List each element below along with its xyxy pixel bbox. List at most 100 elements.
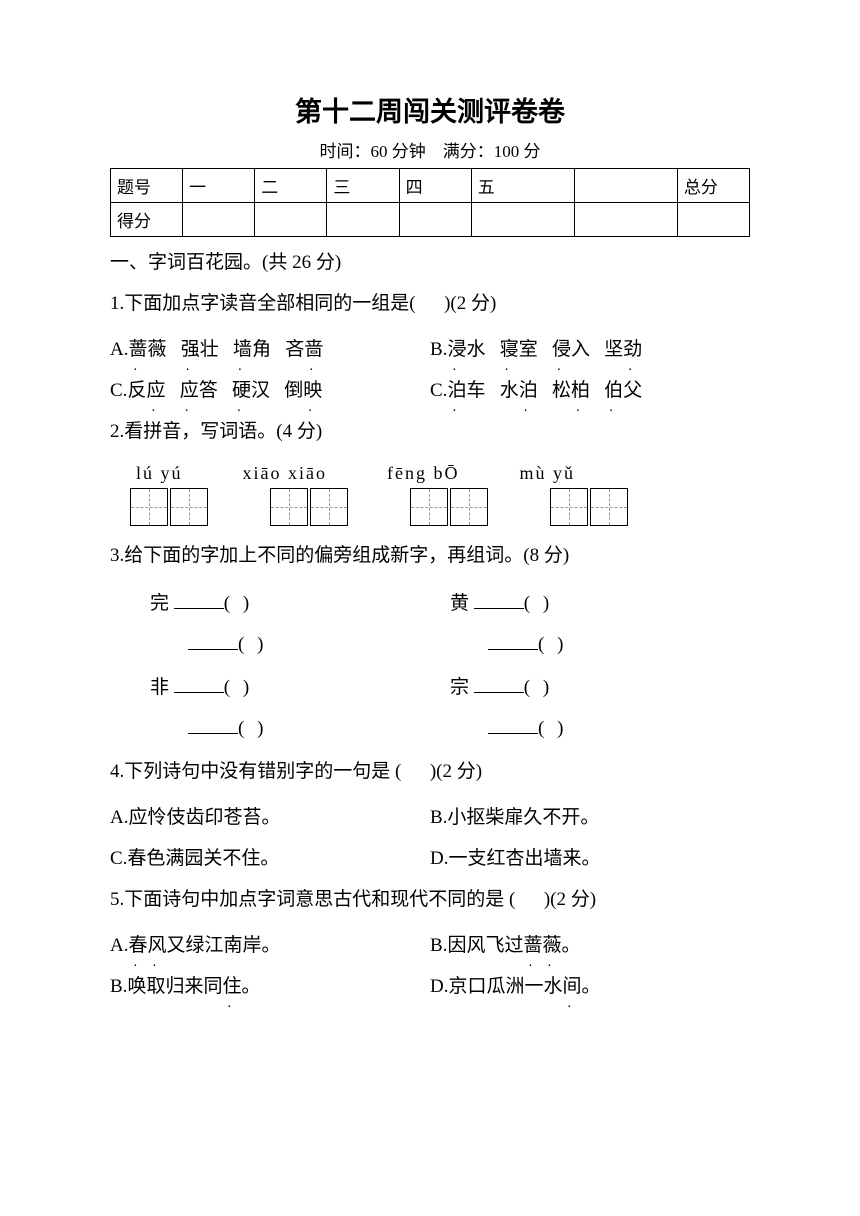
page-title: 第十二周闯关测评卷卷 (110, 90, 750, 129)
dotted-char: 劲 (623, 334, 642, 361)
paren-input[interactable]: ( ) (538, 718, 567, 739)
q3-char-2: 黄 (450, 593, 469, 614)
opt-prefix: A. (110, 339, 128, 360)
q1-options: A.蔷薇 强壮 墙角 吝啬 B.浸水 寝室 侵入 坚劲 C.反应 应答 硬汉 倒… (110, 334, 750, 402)
dotted-char: 应 (146, 375, 165, 402)
paren-input[interactable]: ( ) (524, 677, 553, 698)
char: 松 (552, 380, 571, 401)
dotted-char: 墙 (233, 334, 252, 361)
char-box[interactable] (310, 488, 348, 526)
score-table: 题号 一 二 三 四 五 总分 得分 (110, 168, 750, 237)
paren-input[interactable]: ( ) (238, 718, 267, 739)
py-1: lú yú (136, 463, 183, 484)
char: 水 (466, 339, 485, 360)
py-3: fēng bŌ (387, 463, 459, 484)
q4-options: A.应怜伎齿印苍苔。 B.小抠柴扉久不开。 C.春色满园关不住。 D.一支红杏出… (110, 802, 750, 870)
th-4: 四 (399, 169, 471, 203)
text: 。 (241, 976, 260, 997)
q1-stem: 1.下面加点字读音全部相同的一组是( )(2 分) (110, 288, 750, 320)
opt-prefix: B. (430, 339, 447, 360)
q5-stem-b: )(2 分) (544, 889, 596, 910)
blank-input[interactable] (474, 674, 524, 693)
paren-input[interactable]: ( ) (538, 634, 567, 655)
dotted-char: 风 (148, 930, 167, 957)
writing-box-row (130, 488, 750, 526)
q3-char-3: 非 (150, 677, 169, 698)
blank-input[interactable] (488, 631, 538, 650)
td-5[interactable] (471, 203, 574, 237)
dotted-char: 薇 (542, 930, 561, 957)
td-total[interactable] (677, 203, 749, 237)
dotted-char: 浸 (447, 334, 466, 361)
opt-prefix: D. (430, 976, 448, 997)
td-4[interactable] (399, 203, 471, 237)
fullscore-label: 满分： (443, 142, 494, 161)
paren-input[interactable]: ( ) (238, 634, 267, 655)
dotted-char: 应 (180, 375, 199, 402)
q5-opt-c: B.唤取归来同住。 (110, 971, 430, 998)
blank-input[interactable] (488, 715, 538, 734)
q5-opt-d: D.京口瓜洲一水间。 (430, 971, 750, 998)
blank-input[interactable] (174, 590, 224, 609)
box-pair-1[interactable] (130, 488, 208, 526)
opt-prefix: C. (110, 380, 127, 401)
td-1[interactable] (183, 203, 255, 237)
dotted-char: 蔷 (523, 930, 542, 957)
char-box[interactable] (170, 488, 208, 526)
py-4: mù yǔ (519, 463, 575, 484)
q3-row-4: ( ) ( ) (110, 715, 750, 740)
q3-row-2: ( ) ( ) (110, 631, 750, 656)
paren-input[interactable]: ( ) (524, 593, 553, 614)
dotted-char: 映 (303, 375, 322, 402)
blank-input[interactable] (188, 631, 238, 650)
char-box[interactable] (590, 488, 628, 526)
q5-options: A.春风又绿江南岸。 B.因风飞过蔷薇。 B.唤取归来同住。 D.京口瓜洲一水间… (110, 930, 750, 998)
q5-stem: 5.下面诗句中加点字词意思古代和现代不同的是 ( )(2 分) (110, 884, 750, 916)
char: 吝 (285, 339, 304, 360)
char: 室 (519, 339, 538, 360)
char: 水 (500, 380, 519, 401)
q4-stem-a: 4.下列诗句中没有错别字的一句是 ( (110, 761, 401, 782)
dotted-char: 泊 (447, 375, 466, 402)
box-pair-2[interactable] (270, 488, 348, 526)
td-2[interactable] (255, 203, 327, 237)
section-1-head: 一、字词百花园。(共 26 分) (110, 247, 750, 274)
blank-input[interactable] (174, 674, 224, 693)
char: 父 (623, 380, 642, 401)
char: 车 (466, 380, 485, 401)
opt-prefix: B. (110, 976, 127, 997)
th-3: 三 (327, 169, 399, 203)
char-box[interactable] (130, 488, 168, 526)
blank-input[interactable] (474, 590, 524, 609)
char-box[interactable] (550, 488, 588, 526)
text: 。 (561, 935, 580, 956)
paren-input[interactable]: ( ) (224, 677, 253, 698)
q2-stem: 2.看拼音，写词语。(4 分) (110, 416, 750, 448)
q5-opt-a: A.春风又绿江南岸。 (110, 930, 430, 957)
char: 入 (571, 339, 590, 360)
box-pair-3[interactable] (410, 488, 488, 526)
dotted-char: 寝 (500, 334, 519, 361)
paren-input[interactable]: ( ) (224, 593, 253, 614)
char-box[interactable] (450, 488, 488, 526)
dotted-char: 伯 (604, 375, 623, 402)
q1-opt-a: A.蔷薇 强壮 墙角 吝啬 (110, 334, 430, 361)
box-pair-4[interactable] (550, 488, 628, 526)
q1-stem-b: )(2 分) (444, 293, 496, 314)
q5-opt-b: B.因风飞过蔷薇。 (430, 930, 750, 957)
q3-char-1: 完 (150, 593, 169, 614)
fullscore-value: 100 分 (494, 142, 541, 161)
td-blank[interactable] (574, 203, 677, 237)
char: 反 (127, 380, 146, 401)
char-box[interactable] (410, 488, 448, 526)
q1-opt-c: C.反应 应答 硬汉 倒映 (110, 375, 430, 402)
q3-row-1: 完 ( ) 黄 ( ) (110, 588, 750, 615)
text: 因风飞过 (447, 935, 523, 956)
dotted-char: 春 (128, 930, 147, 957)
blank-input[interactable] (188, 715, 238, 734)
char-box[interactable] (270, 488, 308, 526)
td-3[interactable] (327, 203, 399, 237)
th-1: 一 (183, 169, 255, 203)
text: 。 (582, 976, 601, 997)
q4-opt-a: A.应怜伎齿印苍苔。 (110, 802, 430, 829)
